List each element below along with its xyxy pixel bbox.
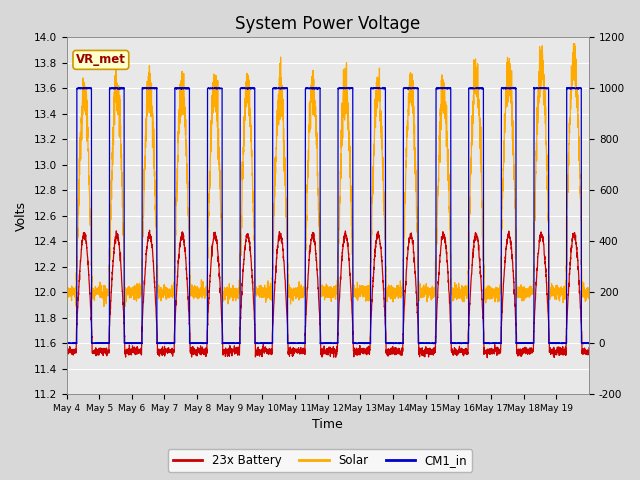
Title: System Power Voltage: System Power Voltage [235,15,420,33]
Line: Solar: Solar [67,44,589,307]
23x Battery [449,348,456,354]
CM1_in [472,86,480,92]
Solar [570,41,577,47]
23x Battery [483,355,491,360]
23x Battery [472,231,479,237]
Solar [63,289,70,295]
Line: CM1_in: CM1_in [67,87,589,344]
23x Battery [412,270,419,276]
23x Battery [464,348,472,354]
Solar [449,289,456,295]
Solar [585,296,593,301]
CM1_in [585,340,593,346]
Solar [472,74,479,80]
CM1_in [465,340,472,346]
Y-axis label: Volts: Volts [15,201,28,231]
Solar [153,248,161,254]
Legend: 23x Battery, Solar, CM1_in: 23x Battery, Solar, CM1_in [168,449,472,472]
CM1_in [111,84,119,90]
CM1_in [415,341,422,347]
23x Battery [153,318,161,324]
23x Battery [401,299,408,305]
23x Battery [585,345,593,350]
X-axis label: Time: Time [312,419,343,432]
CM1_in [63,340,70,346]
23x Battery [63,344,70,350]
Line: 23x Battery: 23x Battery [67,230,589,358]
CM1_in [449,340,457,346]
Solar [121,304,129,310]
CM1_in [153,86,161,92]
CM1_in [401,85,408,91]
Solar [464,291,472,297]
Solar [401,208,408,214]
23x Battery [146,228,154,233]
Text: VR_met: VR_met [76,53,126,66]
Solar [412,171,419,177]
CM1_in [412,85,419,91]
